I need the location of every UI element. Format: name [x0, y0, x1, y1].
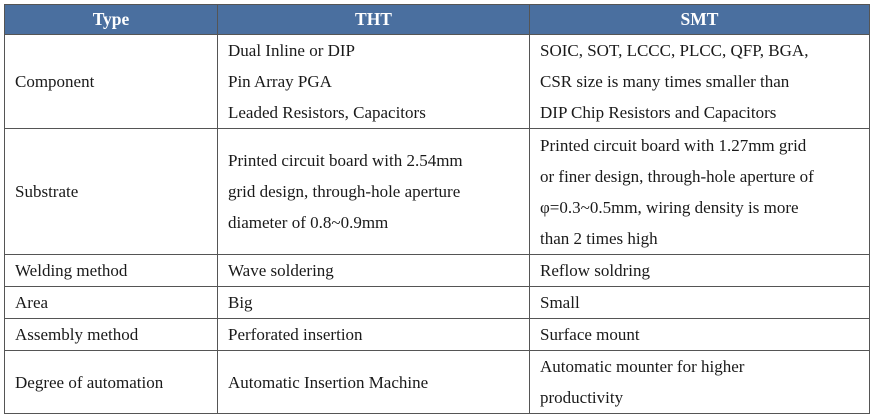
cell-line: Printed circuit board with 2.54mm [228, 151, 463, 170]
header-type: Type [4, 4, 218, 35]
row-label: Substrate [4, 128, 218, 255]
cell-line: Dual Inline or DIP [228, 41, 356, 60]
smt-cell: Printed circuit board with 1.27mm grid o… [529, 128, 870, 255]
tht-cell: Perforated insertion [217, 318, 530, 351]
cell-line: diameter of 0.8~0.9mm [228, 213, 389, 232]
tht-cell: Printed circuit board with 2.54mm grid d… [217, 128, 530, 255]
smt-cell: Automatic mounter for higher productivit… [529, 350, 870, 414]
cell-line: DIP Chip Resistors and Capacitors [540, 103, 777, 122]
cell-line: Surface mount [540, 325, 640, 344]
tht-cell: Big [217, 286, 530, 319]
table-row: Assembly method Perforated insertion Sur… [4, 318, 870, 351]
row-label: Degree of automation [4, 350, 218, 414]
cell-line: Automatic mounter for higher [540, 357, 745, 376]
tht-cell: Dual Inline or DIP Pin Array PGA Leaded … [217, 34, 530, 129]
tht-cell: Automatic Insertion Machine [217, 350, 530, 414]
table-row: Area Big Small [4, 286, 870, 319]
cell-line: productivity [540, 388, 624, 407]
cell-line: Wave soldering [228, 261, 334, 280]
cell-line: Big [228, 293, 253, 312]
row-label: Area [4, 286, 218, 319]
smt-cell: SOIC, SOT, LCCC, PLCC, QFP, BGA, CSR siz… [529, 34, 870, 129]
cell-line: CSR size is many times smaller than [540, 72, 790, 91]
cell-line: φ=0.3~0.5mm, wiring density is more [540, 197, 799, 217]
cell-line: Printed circuit board with 1.27mm grid [540, 135, 807, 155]
smt-cell: Surface mount [529, 318, 870, 351]
table-row: Substrate Printed circuit board with 2.5… [4, 128, 870, 255]
cell-line: Leaded Resistors, Capacitors [228, 103, 426, 122]
smt-cell: Reflow soldring [529, 254, 870, 287]
cell-line: Small [540, 293, 580, 312]
cell-line: Pin Array PGA [228, 72, 332, 91]
row-label: Assembly method [4, 318, 218, 351]
cell-line: Perforated insertion [228, 325, 363, 344]
header-smt: SMT [529, 4, 870, 35]
comparison-table: Type THT SMT Component Dual Inline or DI… [4, 4, 870, 414]
table-row: Component Dual Inline or DIP Pin Array P… [4, 34, 870, 129]
table-row: Welding method Wave soldering Reflow sol… [4, 254, 870, 287]
row-label: Welding method [4, 254, 218, 287]
tht-cell: Wave soldering [217, 254, 530, 287]
cell-line: Reflow soldring [540, 261, 651, 280]
row-label: Component [4, 34, 218, 129]
cell-line: SOIC, SOT, LCCC, PLCC, QFP, BGA, [540, 41, 809, 60]
table-row: Degree of automation Automatic Insertion… [4, 350, 870, 414]
cell-line: than 2 times high [540, 228, 658, 248]
header-row: Type THT SMT [4, 4, 870, 35]
cell-line: grid design, through-hole aperture [228, 182, 461, 201]
smt-cell: Small [529, 286, 870, 319]
cell-line: Automatic Insertion Machine [228, 372, 429, 392]
header-tht: THT [217, 4, 530, 35]
cell-line: or finer design, through-hole aperture o… [540, 166, 814, 186]
